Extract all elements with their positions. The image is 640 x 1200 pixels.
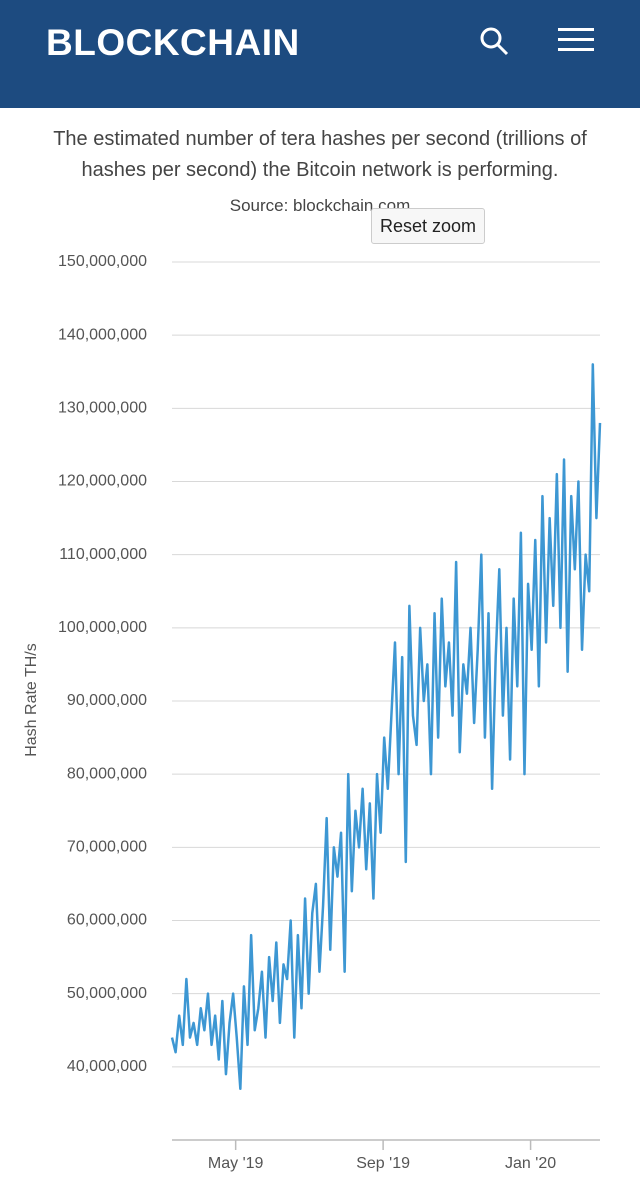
hash-rate-line: [170, 363, 602, 1091]
x-tick-label: Sep '19: [356, 1155, 410, 1172]
y-tick-label: 110,000,000: [59, 546, 147, 563]
x-tick-label: Jan '20: [505, 1155, 556, 1172]
search-icon[interactable]: [478, 26, 510, 58]
x-tick-label: May '19: [208, 1155, 264, 1172]
menu-icon[interactable]: [558, 28, 596, 54]
y-tick-label: 50,000,000: [67, 985, 147, 1002]
y-tick-label: 40,000,000: [67, 1058, 147, 1075]
y-tick-label: 150,000,000: [58, 253, 147, 270]
y-tick-label: 90,000,000: [67, 692, 147, 709]
y-tick-label: 100,000,000: [58, 619, 147, 636]
y-tick-label: 140,000,000: [58, 326, 147, 343]
y-tick-label: 70,000,000: [67, 839, 147, 856]
header: BLOCKCHAIN: [0, 0, 640, 108]
y-tick-label: 60,000,000: [67, 912, 147, 929]
chart-title: The estimated number of tera hashes per …: [53, 128, 587, 181]
brand[interactable]: BLOCKCHAIN: [46, 22, 300, 63]
reset-zoom-button[interactable]: Reset zoom: [371, 208, 485, 244]
y-tick-label: 80,000,000: [67, 765, 147, 782]
y-tick-label: 130,000,000: [58, 400, 147, 417]
chart-subtitle: Source: blockchain.com: [229, 196, 411, 215]
y-axis-label: Hash Rate TH/s: [23, 643, 40, 757]
y-tick-label: 120,000,000: [58, 473, 147, 490]
